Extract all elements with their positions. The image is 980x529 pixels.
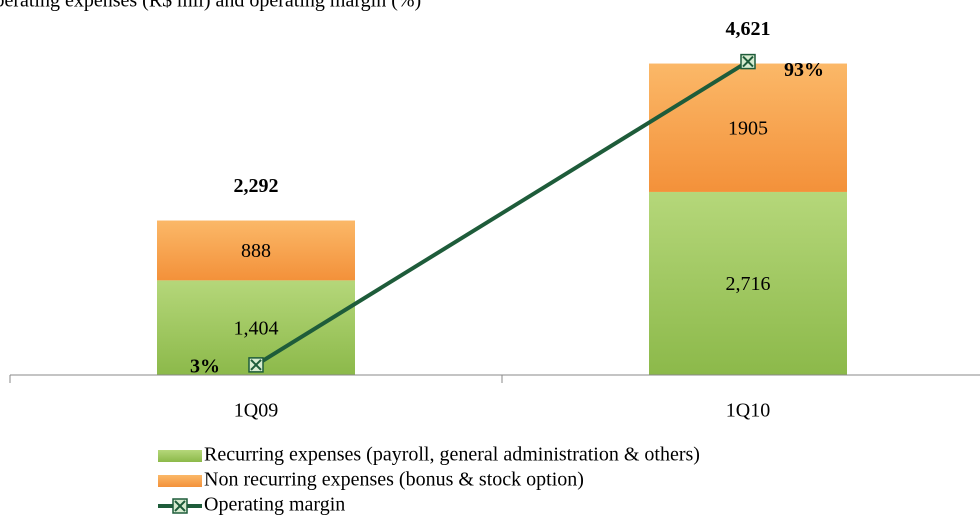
data-label: 1905 xyxy=(728,117,768,139)
total-label: 2,292 xyxy=(234,175,279,197)
total-label: 4,621 xyxy=(726,18,771,40)
legend-label: Operating margin xyxy=(204,494,345,516)
bar-segment xyxy=(157,220,355,281)
legend-label: Recurring expenses (payroll, general adm… xyxy=(204,444,700,466)
data-label: 2,716 xyxy=(726,273,771,295)
line xyxy=(254,59,750,367)
margin-label: 93% xyxy=(784,59,824,81)
data-label: 888 xyxy=(241,240,271,262)
bar-segment xyxy=(649,191,847,375)
margin-label: 3% xyxy=(190,355,220,377)
line-marker xyxy=(740,53,756,70)
line-marker xyxy=(172,498,188,514)
legend-swatch xyxy=(158,450,202,462)
legend-label: Non recurring expenses (bonus & stock op… xyxy=(204,469,584,491)
bar-segment xyxy=(649,63,847,192)
chart-title: Operating expenses (R$ mil) and operatin… xyxy=(0,0,421,12)
x-tick-label: 1Q10 xyxy=(726,400,770,422)
line-marker xyxy=(248,357,264,373)
data-label: 1,404 xyxy=(234,317,279,339)
legend-swatch xyxy=(158,475,202,487)
x-tick-label: 1Q09 xyxy=(234,400,278,422)
